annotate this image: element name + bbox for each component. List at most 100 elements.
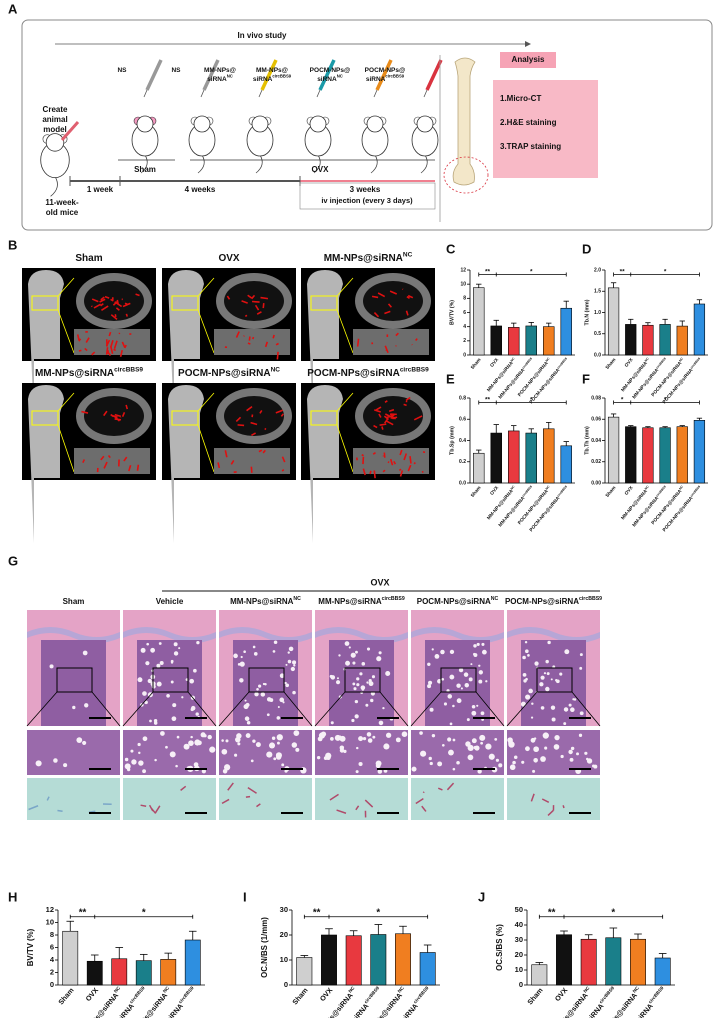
trap-stain <box>46 796 50 801</box>
mouse-head <box>251 115 269 133</box>
bar <box>543 428 555 484</box>
he-adipocyte <box>447 694 453 699</box>
he-adipocyte <box>564 649 570 655</box>
he-adipocyte <box>441 743 445 747</box>
micro-ct-trabecula <box>264 341 269 348</box>
y-tick-label: 12 <box>460 267 466 273</box>
he-adipocyte <box>145 661 150 666</box>
micro-ct-trabecula <box>390 416 398 419</box>
he-adipocyte <box>573 698 577 701</box>
he-adipocyte <box>358 736 364 742</box>
x-tick-label-sup: circBBS9 <box>521 484 533 497</box>
micro-ct-trabecula <box>235 416 242 423</box>
he-adipocyte <box>277 706 280 709</box>
micro-ct-roi <box>31 410 59 426</box>
micro-ct-trabecula <box>135 293 140 297</box>
x-tick-label-sup: circBBS9 <box>598 985 615 1004</box>
he-adipocyte <box>279 673 285 678</box>
micro-ct-zoom <box>57 392 75 412</box>
micro-ct-trabecula <box>413 415 423 421</box>
he-adipocyte <box>479 734 486 741</box>
he-adipocyte <box>272 650 276 653</box>
y-axis-label: BV/TV (%) <box>449 300 455 325</box>
he-adipocyte <box>142 691 147 696</box>
he-zoom-line <box>187 691 217 727</box>
he-adipocyte <box>282 701 285 704</box>
group-label: OVX <box>312 165 330 174</box>
mouse-head <box>366 115 384 133</box>
micro-ct-trabecula <box>128 465 132 472</box>
he-adipocyte <box>264 683 267 686</box>
he-adipocyte <box>63 763 68 768</box>
he-adipocyte <box>429 761 433 766</box>
he-adipocyte <box>431 648 434 651</box>
he-adipocyte <box>279 697 285 703</box>
syringe <box>318 59 336 91</box>
he-adipocyte <box>382 707 385 710</box>
x-tick-label-sup: circBBS9 <box>129 985 146 1004</box>
he-adipocyte <box>551 717 556 722</box>
treatment-label: siRNANC <box>317 74 343 83</box>
he-adipocyte <box>576 752 579 756</box>
micro-ct-trabecula <box>119 349 124 357</box>
he-adipocyte <box>53 758 58 763</box>
treatment-label-sup: NC <box>227 74 233 79</box>
syringe-needle <box>258 89 263 98</box>
syringe-needle <box>423 89 428 98</box>
y-tick-label: 30 <box>515 935 523 944</box>
he-adipocyte <box>470 663 473 666</box>
y-tick-label: 0.08 <box>591 395 601 401</box>
micro-ct-label-main: MM-NPs@siRNA <box>35 368 114 379</box>
he-zoom-line <box>218 691 250 727</box>
he-adipocyte <box>464 682 469 688</box>
he-adipocyte <box>368 681 374 687</box>
micro-ct-trabecula <box>280 413 284 417</box>
trap-stain <box>28 805 39 811</box>
he-zoom-line <box>91 691 121 727</box>
he-adipocyte <box>477 769 482 774</box>
micro-ct-trabecula <box>226 295 231 300</box>
trap-stain <box>57 809 63 813</box>
micro-ct-roi <box>171 410 199 426</box>
x-tick-label-main: MM-NPs@siRNA <box>547 991 589 1018</box>
bar <box>86 960 103 986</box>
significance-label: * <box>376 908 380 919</box>
he-adipocyte <box>362 737 367 741</box>
he-adipocyte <box>478 679 483 684</box>
he-adipocyte <box>149 719 152 723</box>
micro-ct-slab <box>353 329 429 355</box>
micro-ct-trabecula <box>104 295 110 299</box>
bar <box>560 307 572 356</box>
y-tick-label: 0.5 <box>594 331 601 337</box>
he-adipocyte <box>550 678 553 681</box>
he-adipocyte <box>473 644 477 648</box>
he-adipocyte <box>287 659 292 664</box>
he-zoom-line <box>410 691 442 727</box>
he-adipocyte <box>480 741 484 745</box>
he-adipocyte <box>579 653 583 657</box>
he-adipocyte <box>375 763 381 769</box>
he-adipocyte <box>223 764 231 771</box>
y-tick-label: 20 <box>515 950 523 959</box>
he-zoom-box <box>440 667 477 693</box>
y-tick-label: 0.2 <box>459 459 466 465</box>
he-adipocyte <box>385 732 392 738</box>
he-adipocyte <box>494 737 498 741</box>
micro-ct-trabecula <box>356 338 360 347</box>
micro-ct-trabecula <box>108 331 112 337</box>
he-adipocyte <box>468 677 473 682</box>
micro-ct-trabecula <box>136 464 140 471</box>
he-adipocyte <box>579 711 584 716</box>
micro-ct-trabecula <box>109 340 114 348</box>
micro-ct-trabecula <box>403 403 407 407</box>
he-adipocyte <box>72 705 76 710</box>
bar <box>184 939 201 986</box>
micro-ct-trabecula <box>369 470 372 475</box>
x-tick-label-main: POCM-NPs@siRNA <box>662 495 695 533</box>
bar <box>654 957 671 986</box>
micro-ct-label-main: POCM-NPs@siRNA <box>307 368 400 379</box>
micro-ct-bone <box>307 385 343 543</box>
micro-ct-trabecula <box>378 413 382 418</box>
x-tick-label-main: Sham <box>526 986 545 1006</box>
he-adipocyte <box>175 764 178 768</box>
